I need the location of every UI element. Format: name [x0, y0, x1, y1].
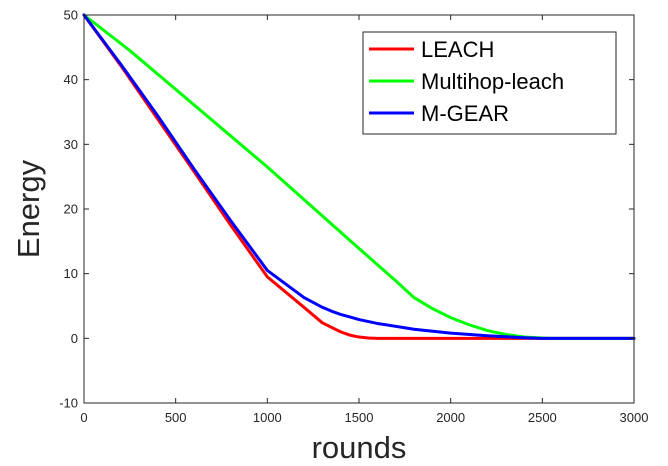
legend: LEACH Multihop-leach M-GEAR	[362, 31, 617, 135]
legend-label-0: LEACH	[421, 37, 494, 62]
series-line-2	[82, 13, 636, 340]
legend-label-2: M-GEAR	[421, 101, 509, 126]
x-tick-label: 0	[80, 410, 87, 425]
x-tick-label: 1000	[253, 410, 282, 425]
x-tick-label: 1500	[345, 410, 374, 425]
y-tick-label: 50	[64, 8, 78, 23]
x-tick-label: 2500	[528, 410, 557, 425]
series-layer	[82, 13, 636, 340]
y-axis-title: Energy	[11, 159, 46, 258]
y-tick-label: 30	[64, 137, 78, 152]
y-tick-label: 10	[64, 266, 78, 281]
x-tick-label: 500	[165, 410, 187, 425]
series-line-0	[82, 13, 636, 340]
x-tick-label: 2000	[436, 410, 465, 425]
x-tick-label: 3000	[620, 410, 649, 425]
x-axis-title: rounds	[312, 430, 407, 465]
y-tick-label: 20	[64, 202, 78, 217]
legend-label-1: Multihop-leach	[421, 69, 564, 94]
y-tick-label: -10	[59, 396, 78, 411]
y-tick-label: 0	[71, 331, 78, 346]
y-tick-label: 40	[64, 72, 78, 87]
